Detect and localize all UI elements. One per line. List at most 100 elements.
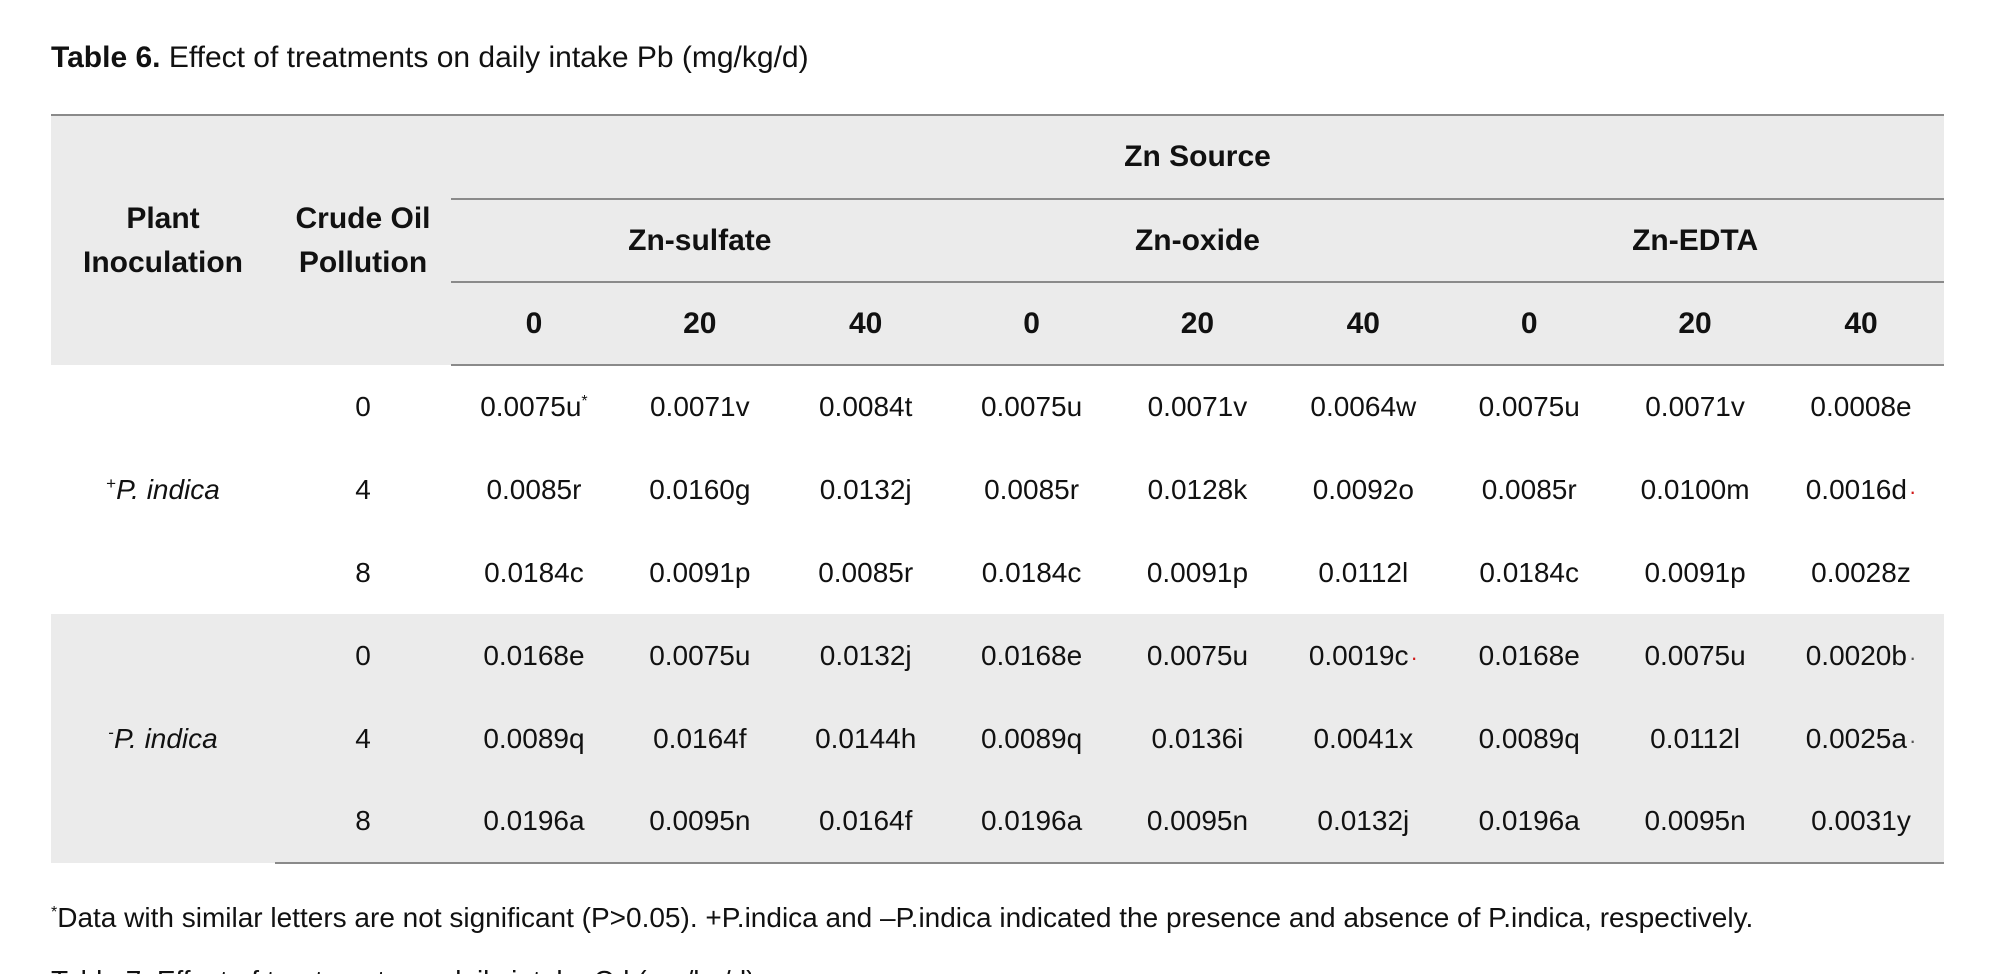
value-cell: 0.0132j (1280, 780, 1447, 864)
table-header: Plant Inoculation Crude Oil Pollution Zn… (51, 114, 1944, 366)
value-cell: 0.0196a (1446, 780, 1613, 864)
value-cell: 0.0075u (949, 365, 1115, 448)
value-cell: 0.0064w (1280, 365, 1446, 448)
header-level-cell: 20 (1612, 282, 1778, 366)
marker-dot: · (1410, 644, 1418, 670)
value-text: 0.0196a (483, 805, 585, 836)
header-zn-oxide: Zn-oxide (948, 199, 1447, 283)
table-footnote: *Data with similar letters are not signi… (51, 894, 1753, 937)
value-cell: 0.0091p (617, 531, 783, 614)
header-zn-edta: Zn-EDTA (1446, 199, 1944, 283)
value-cell: 0.0019c· (1280, 614, 1447, 697)
value-cell: 0.0164f (782, 780, 949, 864)
value-cell: 0.0085r (783, 531, 949, 614)
value-cell: 0.0160g (617, 448, 783, 531)
value-cell: 0.0008e (1778, 365, 1944, 448)
value-cell: 0.0112l (1280, 531, 1446, 614)
value-text: 0.0085r (818, 556, 914, 588)
plant-name: P. indica (113, 722, 218, 754)
value-text: 0.0071v (1147, 391, 1248, 422)
value-cell: 0.0089q (1446, 697, 1613, 780)
value-cell: 0.0031y (1778, 780, 1944, 864)
value-text: 0.0132j (1317, 805, 1410, 836)
value-text: 0.0071v (649, 391, 750, 422)
header-level-cell: 20 (1114, 282, 1281, 366)
value-text: 0.0075u (1146, 639, 1249, 671)
header-level-cell: 0 (948, 282, 1115, 366)
significance-marker: * (581, 393, 588, 410)
plant-inoculation-cell: -P. indica (51, 614, 275, 863)
table-row: 8 0.0196a 0.0095n 0.0164f 0.0196a 0.0095n 0.01… (51, 780, 1944, 864)
value-text: 0.0136i (1151, 722, 1244, 754)
value-cell: 0.0144h (782, 697, 949, 780)
value-text: 0.0016d (1805, 473, 1907, 505)
value-cell: 0.0075u* (451, 365, 617, 448)
value-text: 0.0091p (1644, 556, 1746, 588)
table-caption: Table 6. Effect of treatments on daily i… (51, 38, 809, 78)
value-cell: 0.0091p (1612, 531, 1778, 614)
header-level-cell: 40 (1280, 282, 1447, 366)
value-cell: 0.0075u (1612, 614, 1778, 697)
table-row: 4 0.0089q 0.0164f 0.0144h 0.0089q 0.0136i 0.00… (51, 697, 1944, 780)
value-cell: 0.0075u (1114, 614, 1281, 697)
footnote-text: Data with similar letters are not signif… (57, 902, 1754, 933)
value-text: 0.0128k (1147, 473, 1248, 505)
value-text: 0.0184c (484, 556, 584, 588)
value-text: 0.0100m (1640, 473, 1750, 505)
crude-oil-cell: 8 (275, 780, 451, 864)
value-text: 0.0196a (980, 805, 1083, 836)
value-text: 0.0085r (984, 473, 1080, 505)
table-row: 8 0.0184c 0.0091p 0.0085r 0.0184c 0.0091p 0.01… (51, 531, 1944, 614)
value-text: 0.0132j (819, 473, 912, 505)
value-text: 0.0075u (480, 391, 582, 422)
marker-dot: · (1908, 478, 1917, 504)
value-text: 0.0028z (1811, 556, 1911, 588)
value-text: 0.0085r (486, 473, 582, 505)
value-cell: 0.0071v (617, 365, 783, 448)
pb-intake-table: Plant Inoculation Crude Oil Pollution Zn… (51, 114, 1944, 864)
value-cell: 0.0164f (616, 697, 783, 780)
value-cell: 0.0071v (1612, 365, 1778, 448)
value-text: 0.0160g (649, 473, 751, 505)
value-text: 0.0089q (980, 722, 1083, 754)
header-level-cell: 40 (782, 282, 949, 366)
value-text: 0.0089q (1478, 722, 1580, 754)
value-text: 0.0112l (1318, 556, 1409, 588)
header-crude-oil-pollution: Crude Oil Pollution (275, 114, 451, 365)
table-row: 4 0.0085r 0.0160g 0.0132j 0.0085r 0.0128k 0.00… (51, 448, 1944, 531)
value-cell: 0.0092o (1280, 448, 1446, 531)
value-text: 0.0092o (1312, 473, 1414, 505)
value-text: 0.0095n (1146, 805, 1249, 836)
value-cell: 0.0168e (1446, 614, 1613, 697)
value-text: 0.0112l (1650, 722, 1740, 754)
value-cell: 0.0025a· (1778, 697, 1944, 780)
next-table-caption-text: Table 7. Effect of treatments on daily i… (51, 962, 751, 974)
value-text: 0.0031y (1811, 805, 1911, 836)
value-cell: 0.0085r (949, 448, 1115, 531)
value-text: 0.0075u (1644, 639, 1746, 671)
value-cell: 0.0184c (949, 531, 1115, 614)
value-text: 0.0091p (649, 556, 751, 588)
value-text: 0.0071v (1645, 391, 1745, 422)
table-row: -P. indica 0 0.0168e 0.0075u 0.0132j 0.0168e 0… (51, 614, 1944, 863)
value-text: 0.0064w (1310, 391, 1417, 422)
value-cell: 0.0095n (616, 780, 783, 864)
value-text: 0.0075u (649, 639, 751, 671)
value-cell: 0.0089q (948, 697, 1115, 780)
value-cell: 0.0128k (1115, 448, 1281, 531)
value-cell: 0.0184c (451, 531, 617, 614)
value-cell: 0.0168e (948, 614, 1115, 697)
header-level-cell: 0 (451, 282, 617, 366)
value-cell: 0.0095n (1612, 780, 1778, 864)
header-level-cell: 0 (1446, 282, 1613, 366)
crude-oil-cell: 4 (355, 473, 371, 505)
value-text: 0.0196a (1478, 805, 1580, 836)
value-text: 0.0091p (1146, 556, 1249, 588)
value-text: 0.0084t (818, 391, 913, 422)
value-text: 0.0144h (815, 722, 917, 754)
value-cell: 0.0075u (1446, 365, 1612, 448)
value-cell: 0.0085r (451, 448, 617, 531)
plant-sign: - (108, 722, 114, 742)
value-cell: 0.0184c (1446, 531, 1612, 614)
value-cell: 0.0132j (782, 614, 949, 697)
